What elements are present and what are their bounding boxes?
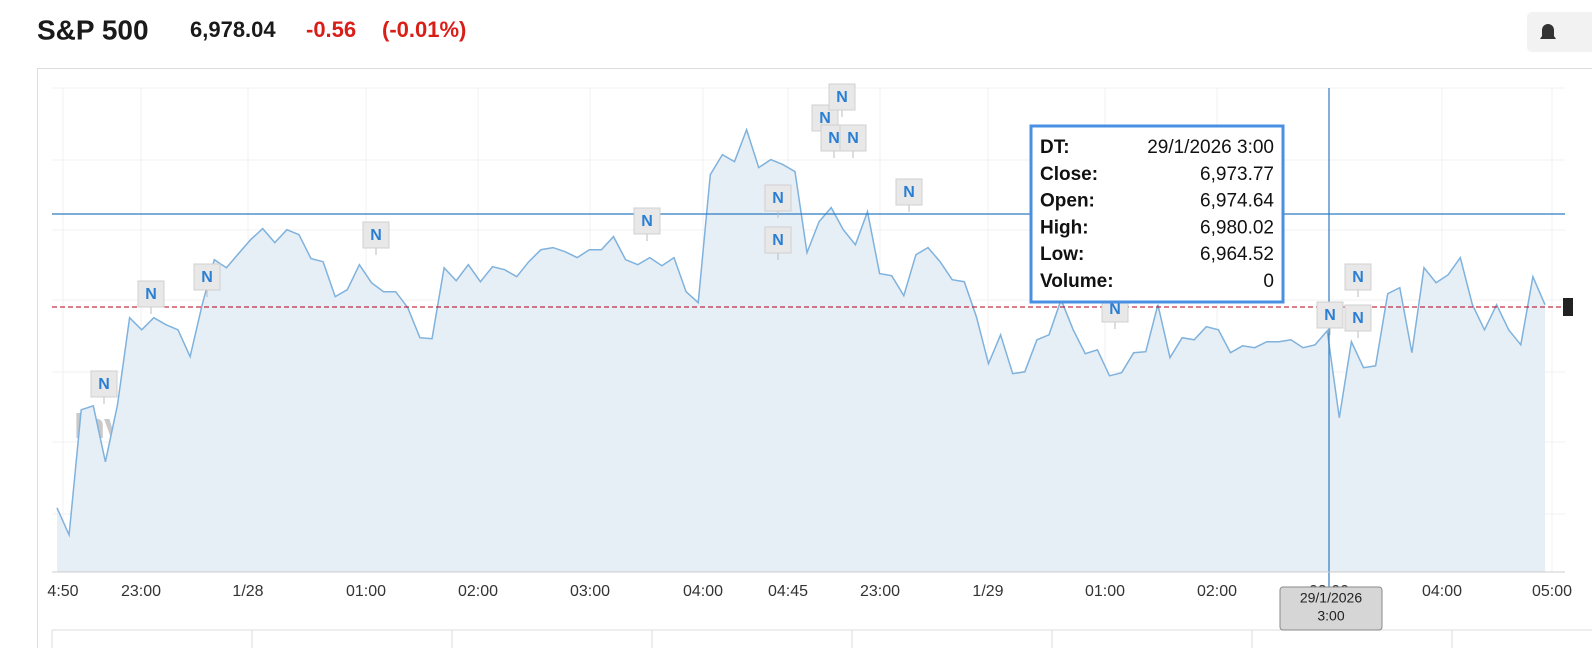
tooltip-key: Close: (1040, 164, 1098, 185)
news-label: N (1352, 310, 1364, 327)
news-flag[interactable] (1344, 304, 1372, 332)
x-tick-label: 05:00 (1532, 583, 1572, 600)
price: 6,978.04 (190, 17, 276, 42)
tooltip-key: Volume: (1040, 271, 1114, 292)
x-tick-label: 1/29 (972, 583, 1003, 600)
news-flag[interactable] (1344, 263, 1372, 291)
x-tick-label: 23:00 (121, 583, 161, 600)
news-label: N (1109, 301, 1121, 318)
news-label: N (1352, 269, 1364, 286)
x-tick-label: 04:00 (683, 583, 723, 600)
news-label: N (903, 184, 915, 201)
last-price-marker (1563, 298, 1573, 316)
tooltip-key: High: (1040, 217, 1089, 238)
news-flag[interactable] (193, 263, 221, 291)
x-tick-label: 01:00 (346, 583, 386, 600)
area (57, 129, 1545, 572)
price-line (56, 127, 1546, 538)
bell-icon (1540, 24, 1556, 39)
news-flag[interactable] (764, 226, 792, 254)
x-tick-label: 4:50 (47, 583, 78, 600)
crosshair-label: 3:00 (1317, 608, 1344, 624)
news-label: N (828, 130, 840, 147)
tooltip-value: 6,973.77 (1200, 164, 1274, 185)
news-label: N (201, 269, 213, 286)
news-label: N (1324, 307, 1336, 324)
x-tick-label: 04:00 (1422, 583, 1462, 600)
x-tick-label: 02:00 (1197, 583, 1237, 600)
x-tick-label: 01:00 (1085, 583, 1125, 600)
news-label: N (772, 190, 784, 207)
x-tick-label: 03:00 (570, 583, 610, 600)
news-flag[interactable] (839, 124, 867, 152)
news-label: N (370, 227, 382, 244)
crosshair-label: 29/1/2026 (1300, 590, 1362, 606)
news-label: N (847, 130, 859, 147)
tooltip-value: 6,980.02 (1200, 217, 1274, 238)
news-flag[interactable] (1316, 301, 1344, 329)
news-flag[interactable] (362, 221, 390, 249)
tooltip-box (1029, 124, 1285, 304)
news-flag[interactable] (137, 280, 165, 308)
news-label: N (819, 110, 831, 127)
news-flag[interactable] (764, 184, 792, 212)
tooltip-key: DT: (1040, 137, 1070, 158)
news-flag[interactable] (633, 207, 661, 235)
tooltip-value: 0 (1263, 271, 1274, 292)
tooltip-value: 6,974.64 (1200, 191, 1274, 212)
news-label: N (641, 213, 653, 230)
news-flag[interactable] (895, 178, 923, 206)
x-tick-label: 04:45 (768, 583, 808, 600)
news-label: N (772, 232, 784, 249)
tooltip-key: Open: (1040, 191, 1095, 212)
crosshair-label-box (1279, 586, 1383, 631)
title: S&P 500 (37, 14, 149, 45)
alert-button[interactable] (1527, 12, 1592, 52)
tooltip-value: 6,964.52 (1200, 244, 1274, 265)
tooltip-value: 29/1/2026 3:00 (1147, 137, 1274, 158)
x-tick-label: 02:00 (458, 583, 498, 600)
tooltip-key: Low: (1040, 244, 1084, 265)
x-tick-label: 23:00 (860, 583, 900, 600)
x-tick-label: 1/28 (232, 583, 263, 600)
news-flag[interactable] (828, 83, 856, 111)
news-label: N (145, 286, 157, 303)
change: -0.56 (306, 17, 356, 42)
news-label: N (836, 89, 848, 106)
news-flag[interactable] (90, 370, 118, 398)
news-label: N (98, 376, 110, 393)
change-percent: (-0.01%) (382, 17, 466, 42)
